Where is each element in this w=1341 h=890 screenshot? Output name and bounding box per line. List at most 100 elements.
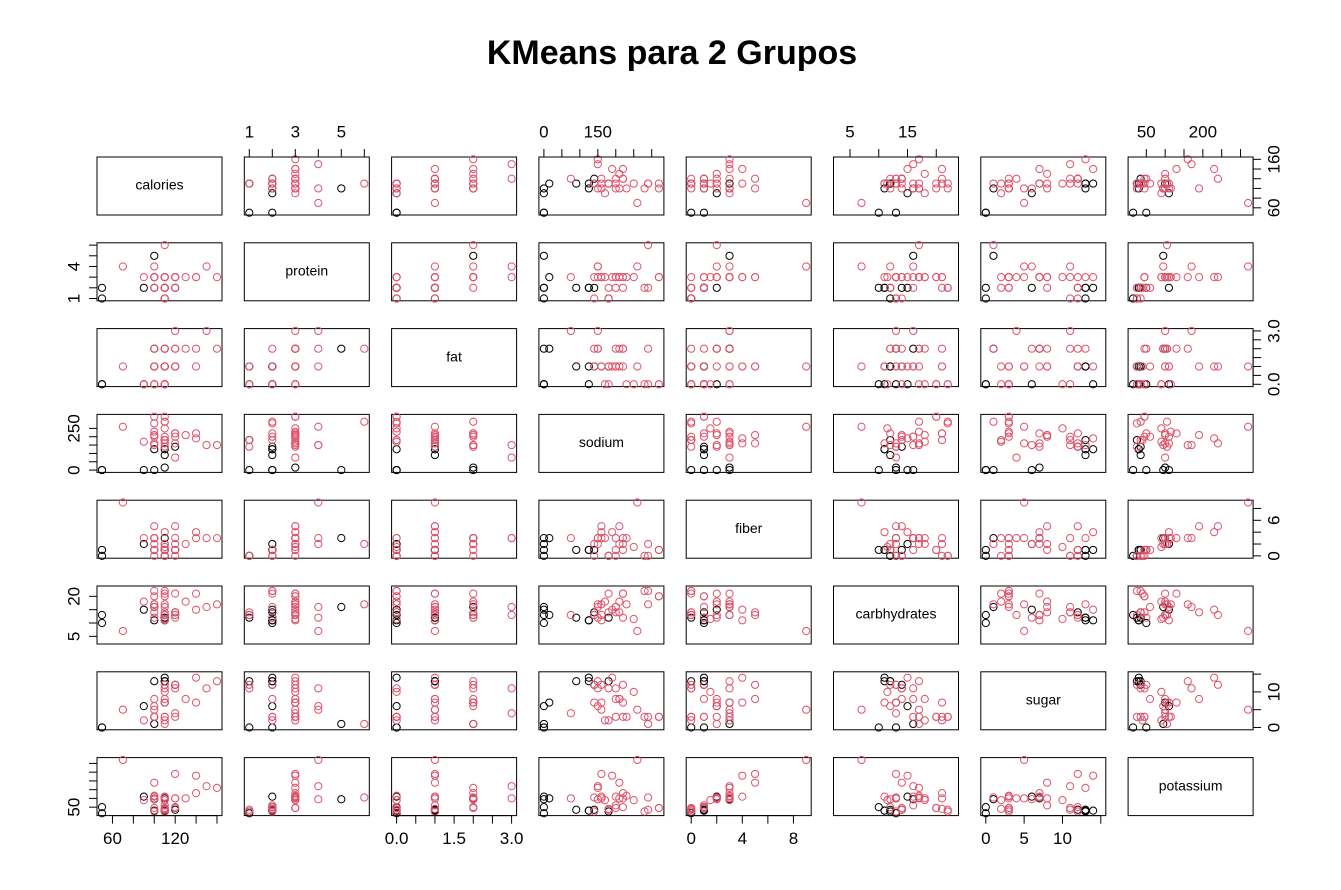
- point: [644, 586, 653, 596]
- x-tick-label: 5: [845, 122, 854, 141]
- point: [268, 435, 277, 445]
- point: [909, 326, 918, 336]
- point: [1161, 362, 1170, 371]
- point: [914, 380, 924, 389]
- point: [644, 179, 653, 188]
- point: [1159, 251, 1168, 260]
- point: [545, 344, 554, 353]
- point: [139, 792, 148, 801]
- point: [97, 294, 107, 303]
- point: [597, 600, 606, 609]
- point: [883, 380, 892, 389]
- point: [97, 545, 107, 555]
- point: [469, 169, 478, 178]
- point: [150, 778, 159, 787]
- point: [572, 613, 581, 622]
- point: [1020, 600, 1029, 609]
- point: [699, 592, 709, 601]
- point: [618, 613, 628, 622]
- point: [706, 179, 715, 188]
- point: [160, 539, 169, 549]
- point: [97, 551, 107, 560]
- panel-frame: [243, 671, 370, 731]
- point: [914, 344, 924, 353]
- point: [392, 542, 401, 552]
- point: [291, 179, 300, 188]
- point: [937, 551, 947, 560]
- point: [268, 618, 277, 628]
- point: [1004, 273, 1013, 282]
- point: [903, 771, 912, 780]
- point: [392, 597, 401, 606]
- point: [139, 273, 148, 282]
- point: [633, 362, 642, 371]
- point: [430, 174, 440, 183]
- point: [738, 179, 747, 188]
- point: [897, 184, 906, 193]
- point: [1043, 522, 1052, 531]
- point: [937, 716, 947, 725]
- point: [212, 344, 222, 353]
- point: [268, 445, 277, 454]
- point: [943, 283, 952, 292]
- point: [268, 608, 277, 617]
- point: [1058, 424, 1067, 433]
- point: [160, 796, 169, 805]
- point: [640, 586, 649, 596]
- point: [699, 618, 709, 628]
- point: [1027, 613, 1036, 622]
- point: [1213, 522, 1223, 531]
- point: [880, 283, 889, 292]
- point: [469, 539, 478, 549]
- point: [314, 626, 323, 636]
- point: [1136, 294, 1145, 303]
- point: [139, 465, 148, 475]
- point: [291, 589, 300, 598]
- point: [932, 179, 941, 188]
- point: [171, 432, 180, 441]
- point: [597, 794, 606, 803]
- point: [604, 294, 613, 303]
- point: [725, 589, 734, 598]
- point: [202, 440, 211, 450]
- point: [314, 326, 323, 336]
- point: [160, 442, 169, 451]
- panel-frame: [391, 499, 518, 559]
- panel-frame: [833, 413, 959, 473]
- point: [212, 677, 222, 686]
- point: [1035, 589, 1044, 598]
- point: [160, 344, 169, 353]
- point: [291, 362, 300, 371]
- point: [469, 789, 478, 798]
- point: [687, 442, 696, 451]
- point: [314, 422, 323, 431]
- point: [1027, 539, 1036, 549]
- point: [712, 362, 721, 371]
- y-tick-label: 250: [64, 414, 83, 442]
- point: [593, 326, 602, 336]
- point: [989, 795, 998, 804]
- point: [981, 380, 990, 389]
- point: [469, 795, 478, 804]
- point: [268, 432, 277, 441]
- point: [1073, 807, 1082, 816]
- point: [1183, 600, 1192, 609]
- x-tick-label: 5: [337, 122, 346, 141]
- point: [469, 602, 478, 612]
- point: [886, 184, 895, 193]
- point: [891, 807, 901, 816]
- point: [738, 698, 747, 707]
- point: [1210, 605, 1219, 614]
- point: [360, 539, 369, 549]
- point: [268, 677, 277, 686]
- point: [245, 608, 254, 617]
- panel-frame: [685, 242, 812, 302]
- point: [160, 801, 169, 810]
- point: [622, 600, 631, 609]
- point: [891, 698, 901, 707]
- point: [886, 677, 895, 686]
- point: [291, 344, 300, 353]
- point: [725, 184, 734, 193]
- point: [1058, 380, 1067, 389]
- panel-frame: [391, 413, 518, 473]
